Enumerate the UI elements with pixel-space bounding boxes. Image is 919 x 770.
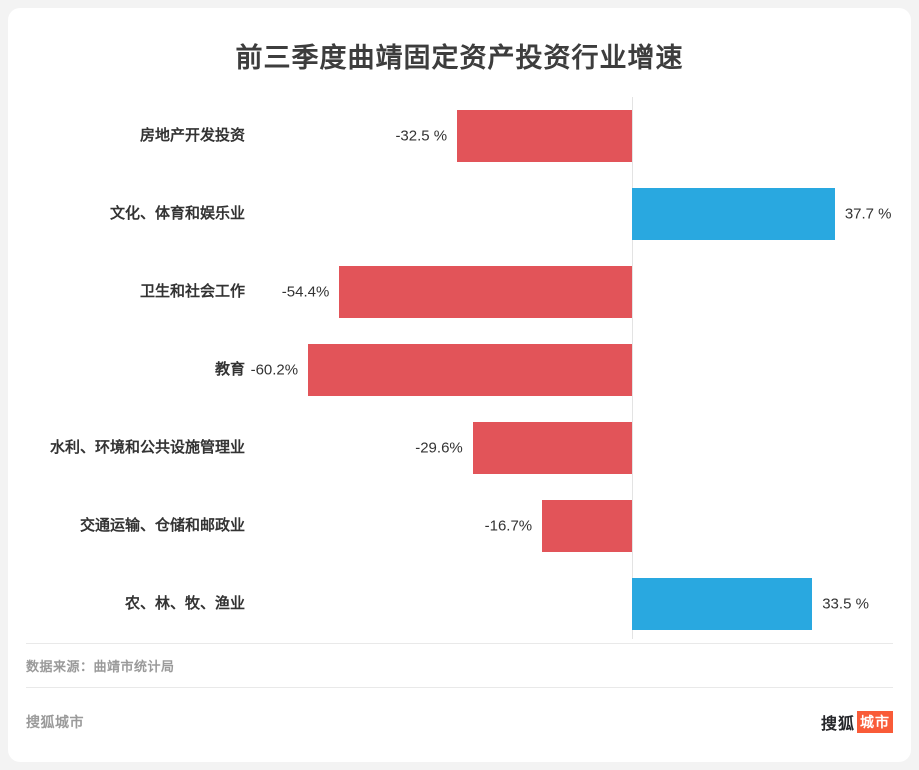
chart-rows: 房地产开发投资 -32.5 % 文化、体育和娱乐业 37.7 % 卫生和社会工作 -54.… [8, 97, 911, 643]
positive-bar [632, 188, 835, 240]
value-label: -32.5 % [395, 127, 448, 145]
sohu-city-logo: 搜狐 城市 [821, 710, 893, 734]
plot-area: -60.2% [245, 331, 911, 409]
negative-bar [542, 500, 632, 552]
data-source: 数据来源：曲靖市统计局 [26, 659, 175, 674]
zero-axis-line [632, 97, 633, 639]
bottom-bar: 搜狐城市 搜狐 城市 [8, 688, 911, 734]
value-label: -60.2% [250, 361, 299, 379]
chart-row: 教育 -60.2% [8, 331, 911, 409]
plot-area: 33.5 % [245, 565, 911, 643]
category-label: 卫生和社会工作 [139, 283, 245, 300]
negative-bar [457, 110, 632, 162]
category-label: 交通运输、仓储和邮政业 [79, 517, 245, 534]
chart-row: 卫生和社会工作 -54.4% [8, 253, 911, 331]
chart-row: 文化、体育和娱乐业 37.7 % [8, 175, 911, 253]
plot-area: -32.5 % [245, 97, 911, 175]
brand-text: 搜狐城市 [26, 714, 84, 730]
page-title: 前三季度曲靖固定资产投资行业增速 [235, 43, 684, 73]
chart-card: 前三季度曲靖固定资产投资行业增速 房地产开发投资 -32.5 % 文化、体育和娱乐业… [8, 8, 911, 762]
logo-text-sohu: 搜狐 [820, 716, 855, 733]
category-label: 水利、环境和公共设施管理业 [49, 439, 245, 456]
plot-area: -54.4% [245, 253, 911, 331]
value-label: 37.7 % [844, 205, 892, 223]
chart-row: 房地产开发投资 -32.5 % [8, 97, 911, 175]
chart-row: 交通运输、仓储和邮政业 -16.7% [8, 487, 911, 565]
positive-bar [632, 578, 813, 630]
value-label: -29.6% [415, 439, 463, 457]
divider-top [26, 643, 893, 644]
category-label: 教育 [214, 361, 245, 378]
chart-row: 水利、环境和公共设施管理业 -29.6% [8, 409, 911, 487]
plot-area: 37.7 % [245, 175, 911, 253]
bar-chart: 房地产开发投资 -32.5 % 文化、体育和娱乐业 37.7 % 卫生和社会工作 -54.… [8, 97, 911, 643]
value-label: 33.5 % [822, 595, 869, 613]
negative-bar [308, 344, 632, 396]
value-label: -54.4% [281, 283, 330, 301]
category-label: 房地产开发投资 [139, 127, 245, 144]
plot-area: -29.6% [245, 409, 911, 487]
plot-area: -16.7% [245, 487, 911, 565]
negative-bar [339, 266, 632, 318]
value-label: -16.7% [484, 517, 533, 535]
divider-bottom [26, 687, 893, 688]
category-label: 文化、体育和娱乐业 [109, 205, 245, 222]
negative-bar [472, 422, 632, 474]
category-label: 农、林、牧、渔业 [124, 595, 245, 612]
logo-badge-city: 城市 [857, 711, 893, 733]
chart-row: 农、林、牧、渔业 33.5 % [8, 565, 911, 643]
